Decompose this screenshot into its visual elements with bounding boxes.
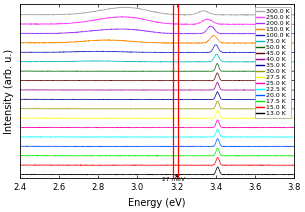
Text: 27 meV: 27 meV xyxy=(163,177,185,182)
X-axis label: Energy (eV): Energy (eV) xyxy=(128,198,186,208)
Legend: 300.0 K, 250.0 K, 200.0 K, 150.0 K, 100.0 K, 75.0 K, 50.0 K, 45.0 K, 40.0 K, 35.: 300.0 K, 250.0 K, 200.0 K, 150.0 K, 100.… xyxy=(255,7,291,118)
Y-axis label: Intensity (arb. u.): Intensity (arb. u.) xyxy=(4,49,14,134)
